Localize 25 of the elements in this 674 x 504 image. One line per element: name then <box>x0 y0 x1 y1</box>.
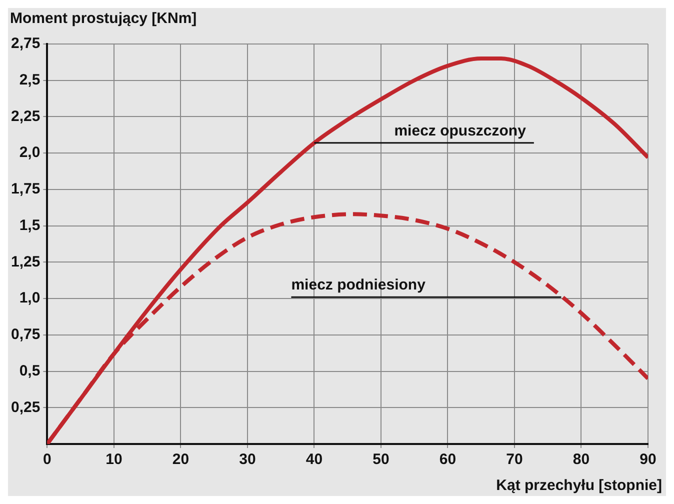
y-tick-label: 1,75 <box>10 180 40 198</box>
y-tick-label: 1,5 <box>19 216 40 234</box>
x-tick-label: 30 <box>239 451 256 468</box>
x-tick-label: 90 <box>640 451 656 468</box>
x-tick-label: 40 <box>306 451 323 468</box>
y-axis-title: Moment prostujący [KNm] <box>10 10 197 27</box>
x-tick-label: 50 <box>372 451 390 468</box>
x-axis-title: Kąt przechyłu [stopnie] <box>496 477 662 494</box>
x-tick-label: 80 <box>572 451 590 468</box>
y-tick-label: 0,5 <box>19 362 40 380</box>
y-tick-label: 2,25 <box>10 108 40 125</box>
x-tick-label: 10 <box>106 451 122 468</box>
x-tick-label: 60 <box>439 451 456 468</box>
y-tick-label: 1,25 <box>10 253 40 270</box>
x-tick-label: 0 <box>43 451 52 468</box>
x-tick-label: 20 <box>172 451 190 468</box>
annotation: miecz opuszczony <box>394 122 527 140</box>
y-tick-label: 2,75 <box>10 35 40 52</box>
y-tick-label: 1,0 <box>19 290 40 307</box>
y-tick-label: 0,25 <box>10 398 40 416</box>
y-tick-label: 2,5 <box>19 72 40 89</box>
y-tick-label: 0,75 <box>10 326 40 344</box>
y-tick-label: 2,0 <box>19 144 40 162</box>
x-tick-label: 70 <box>506 451 523 468</box>
annotation: miecz podniesiony <box>291 276 426 294</box>
